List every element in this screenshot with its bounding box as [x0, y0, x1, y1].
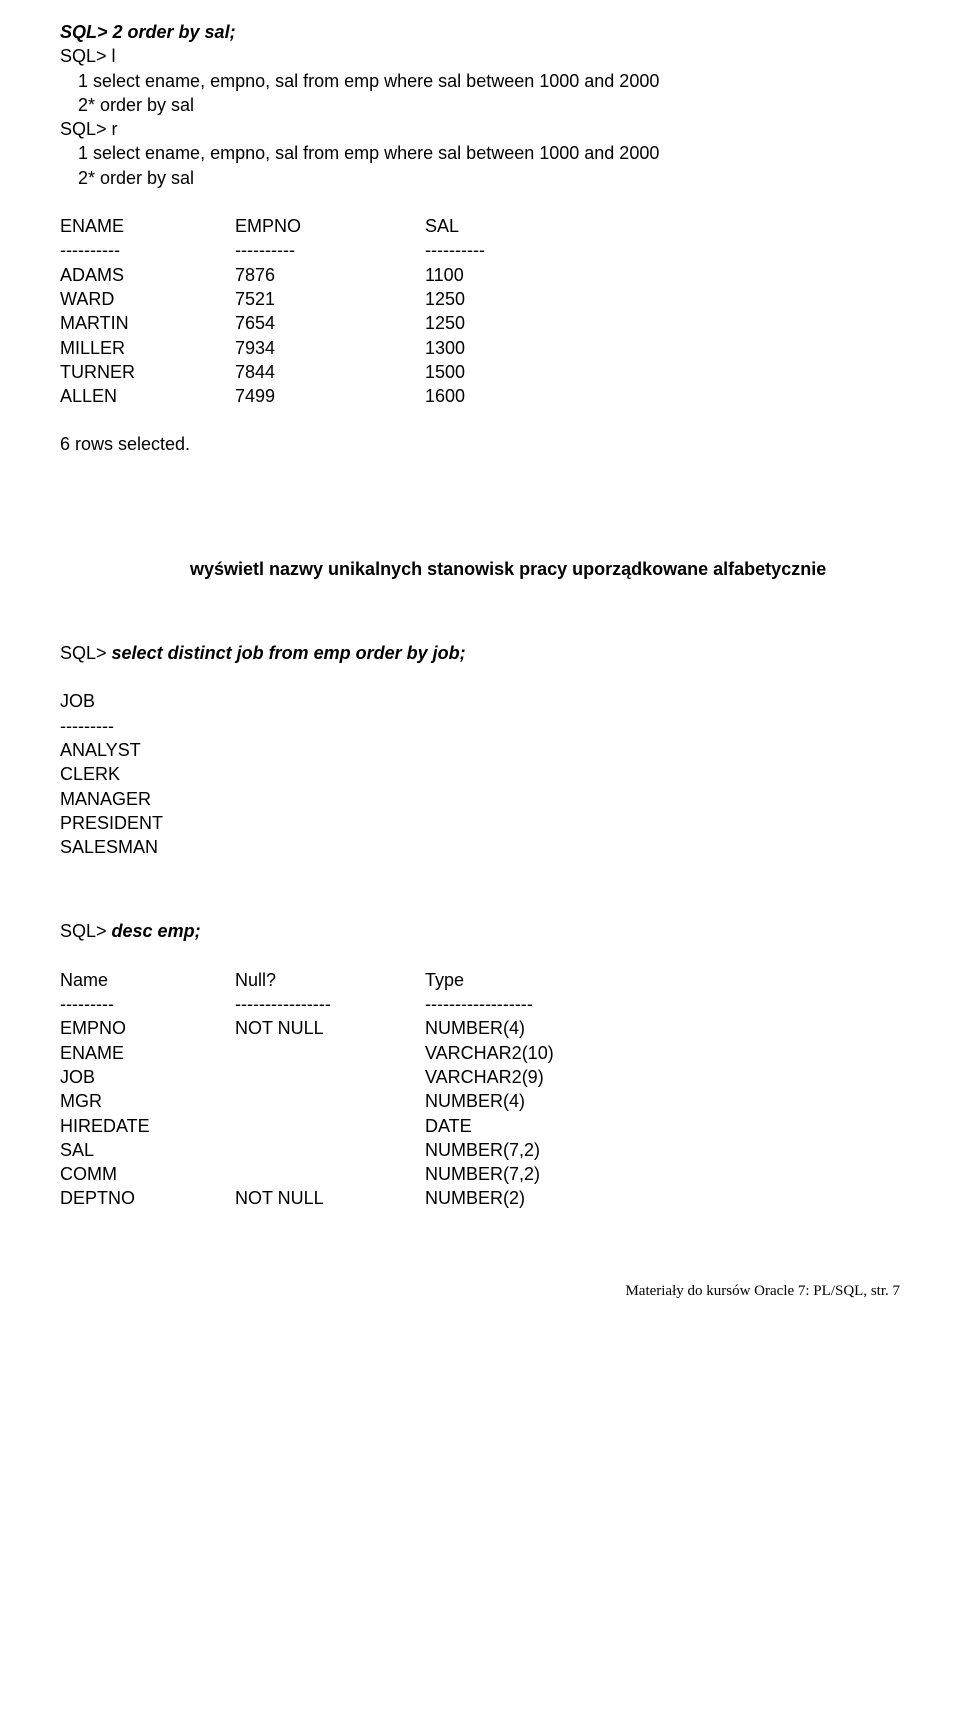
- cell: NOT NULL: [235, 1016, 425, 1040]
- cell: [235, 1114, 425, 1138]
- dash: ------------------: [425, 992, 533, 1016]
- cell: MILLER: [60, 336, 235, 360]
- rows-selected: 6 rows selected.: [60, 432, 900, 456]
- cell: 1300: [425, 336, 465, 360]
- dash: ----------: [60, 238, 235, 262]
- result-rows: ADAMS78761100WARD75211250MARTIN76541250M…: [60, 263, 900, 409]
- dash: ---------: [60, 992, 235, 1016]
- cell: SAL: [60, 1138, 235, 1162]
- cell: VARCHAR2(10): [425, 1041, 554, 1065]
- dash: ----------: [235, 238, 425, 262]
- sql-line: 1 select ename, empno, sal from emp wher…: [60, 69, 900, 93]
- table-row: HIREDATE DATE: [60, 1114, 900, 1138]
- table-row: SAL NUMBER(7,2): [60, 1138, 900, 1162]
- cell: HIREDATE: [60, 1114, 235, 1138]
- cell: [235, 1162, 425, 1186]
- cell: NUMBER(4): [425, 1089, 525, 1113]
- prompt: SQL>: [60, 643, 112, 663]
- sql-line: SQL> l: [60, 44, 900, 68]
- col-header: SAL: [425, 214, 459, 238]
- cell: 1100: [425, 263, 464, 287]
- cell: 7521: [235, 287, 425, 311]
- col-header: Name: [60, 968, 235, 992]
- table-row: TURNER78441500: [60, 360, 900, 384]
- prompt: SQL>: [60, 921, 112, 941]
- table-row: MARTIN76541250: [60, 311, 900, 335]
- cell: 1500: [425, 360, 465, 384]
- sql-line: 1 select ename, empno, sal from emp wher…: [60, 141, 900, 165]
- sql-line: SQL> r: [60, 117, 900, 141]
- page-footer: Materiały do kursów Oracle 7: PL/SQL, st…: [60, 1211, 900, 1301]
- task-text: wyświetl nazwy unikalnych stanowisk prac…: [60, 557, 900, 581]
- dash: ----------------: [235, 992, 425, 1016]
- sql-line: 2* order by sal: [60, 93, 900, 117]
- cell: NUMBER(7,2): [425, 1162, 540, 1186]
- table-row: ENAME VARCHAR2(10): [60, 1041, 900, 1065]
- result-header: ENAME EMPNO SAL: [60, 214, 900, 238]
- desc-header: Name Null? Type: [60, 968, 900, 992]
- cell: [235, 1041, 425, 1065]
- result-dash: ---------- ---------- ----------: [60, 238, 900, 262]
- cell: ENAME: [60, 1041, 235, 1065]
- col-header: EMPNO: [235, 214, 425, 238]
- col-header: JOB: [60, 689, 900, 713]
- cell: [235, 1065, 425, 1089]
- cell: 1600: [425, 384, 465, 408]
- cell: NUMBER(4): [425, 1016, 525, 1040]
- cell: 1250: [425, 287, 465, 311]
- page: SQL> 2 order by sal; SQL> l 1 select ena…: [0, 0, 960, 1341]
- cell: [235, 1138, 425, 1162]
- cell: ADAMS: [60, 263, 235, 287]
- cell: VARCHAR2(9): [425, 1065, 544, 1089]
- cell: EMPNO: [60, 1016, 235, 1040]
- dash: ---------: [60, 714, 900, 738]
- cell: 7934: [235, 336, 425, 360]
- list-item: CLERK: [60, 762, 900, 786]
- col-header: ENAME: [60, 214, 235, 238]
- cell: WARD: [60, 287, 235, 311]
- sql-line: SQL> desc emp;: [60, 919, 900, 943]
- cell: NUMBER(7,2): [425, 1138, 540, 1162]
- table-row: COMM NUMBER(7,2): [60, 1162, 900, 1186]
- sql-line: SQL> 2 order by sal;: [60, 20, 900, 44]
- list-item: PRESIDENT: [60, 811, 900, 835]
- cell: [235, 1089, 425, 1113]
- list-item: ANALYST: [60, 738, 900, 762]
- cell: ALLEN: [60, 384, 235, 408]
- cell: MARTIN: [60, 311, 235, 335]
- cell: 1250: [425, 311, 465, 335]
- cell: DATE: [425, 1114, 472, 1138]
- table-row: EMPNONOT NULLNUMBER(4): [60, 1016, 900, 1040]
- table-row: MGR NUMBER(4): [60, 1089, 900, 1113]
- job-rows: ANALYSTCLERKMANAGERPRESIDENTSALESMAN: [60, 738, 900, 859]
- cell: 7876: [235, 263, 425, 287]
- desc-rows: EMPNONOT NULLNUMBER(4)ENAMEVARCHAR2(10)J…: [60, 1016, 900, 1210]
- col-header: Type: [425, 968, 464, 992]
- list-item: SALESMAN: [60, 835, 900, 859]
- query-text: select distinct job from emp order by jo…: [112, 643, 466, 663]
- table-row: ADAMS78761100: [60, 263, 900, 287]
- cell: 7499: [235, 384, 425, 408]
- table-row: WARD75211250: [60, 287, 900, 311]
- dash: ----------: [425, 238, 485, 262]
- sql-line: SQL> select distinct job from emp order …: [60, 641, 900, 665]
- cell: TURNER: [60, 360, 235, 384]
- table-row: ALLEN74991600: [60, 384, 900, 408]
- col-header: Null?: [235, 968, 425, 992]
- cell: MGR: [60, 1089, 235, 1113]
- cell: COMM: [60, 1162, 235, 1186]
- table-row: MILLER79341300: [60, 336, 900, 360]
- cell: NOT NULL: [235, 1186, 425, 1210]
- sql-line: 2* order by sal: [60, 166, 900, 190]
- cell: JOB: [60, 1065, 235, 1089]
- query-text: desc emp;: [112, 921, 201, 941]
- list-item: MANAGER: [60, 787, 900, 811]
- cell: 7654: [235, 311, 425, 335]
- cell: 7844: [235, 360, 425, 384]
- table-row: JOB VARCHAR2(9): [60, 1065, 900, 1089]
- cell: DEPTNO: [60, 1186, 235, 1210]
- table-row: DEPTNONOT NULLNUMBER(2): [60, 1186, 900, 1210]
- desc-dash: --------- ---------------- -------------…: [60, 992, 900, 1016]
- cell: NUMBER(2): [425, 1186, 525, 1210]
